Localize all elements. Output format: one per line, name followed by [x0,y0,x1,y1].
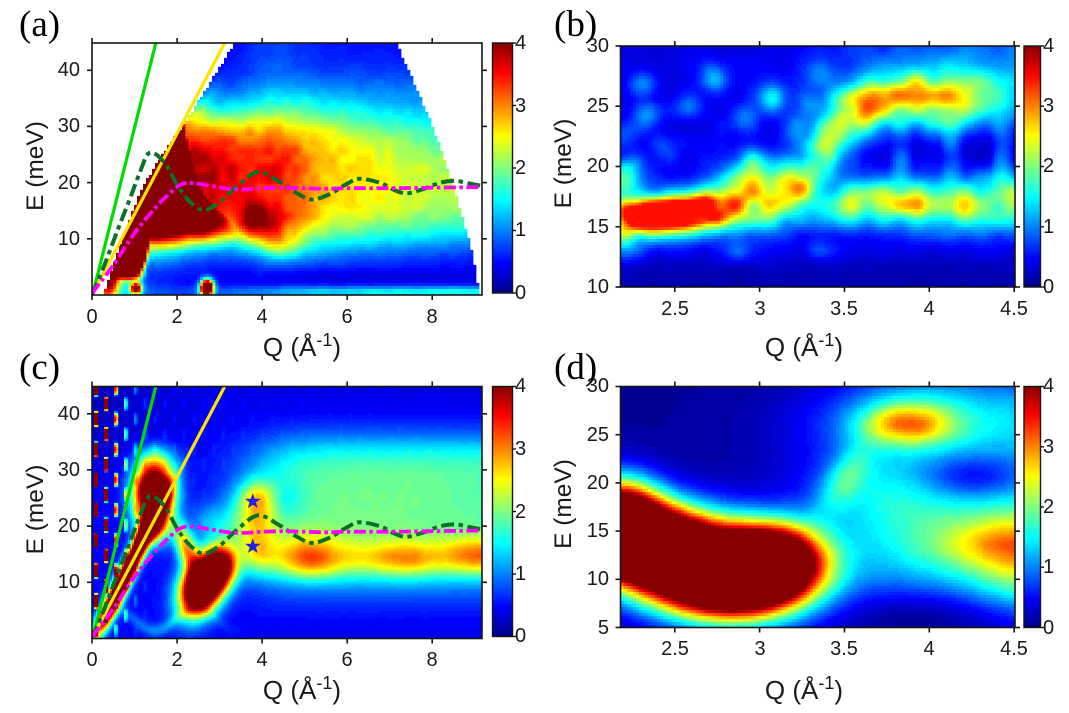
svg-text:E (meV): E (meV) [22,465,49,555]
svg-text:E (meV): E (meV) [22,121,49,211]
svg-text:E (meV): E (meV) [550,119,577,209]
svg-text:E (meV): E (meV) [550,459,577,549]
